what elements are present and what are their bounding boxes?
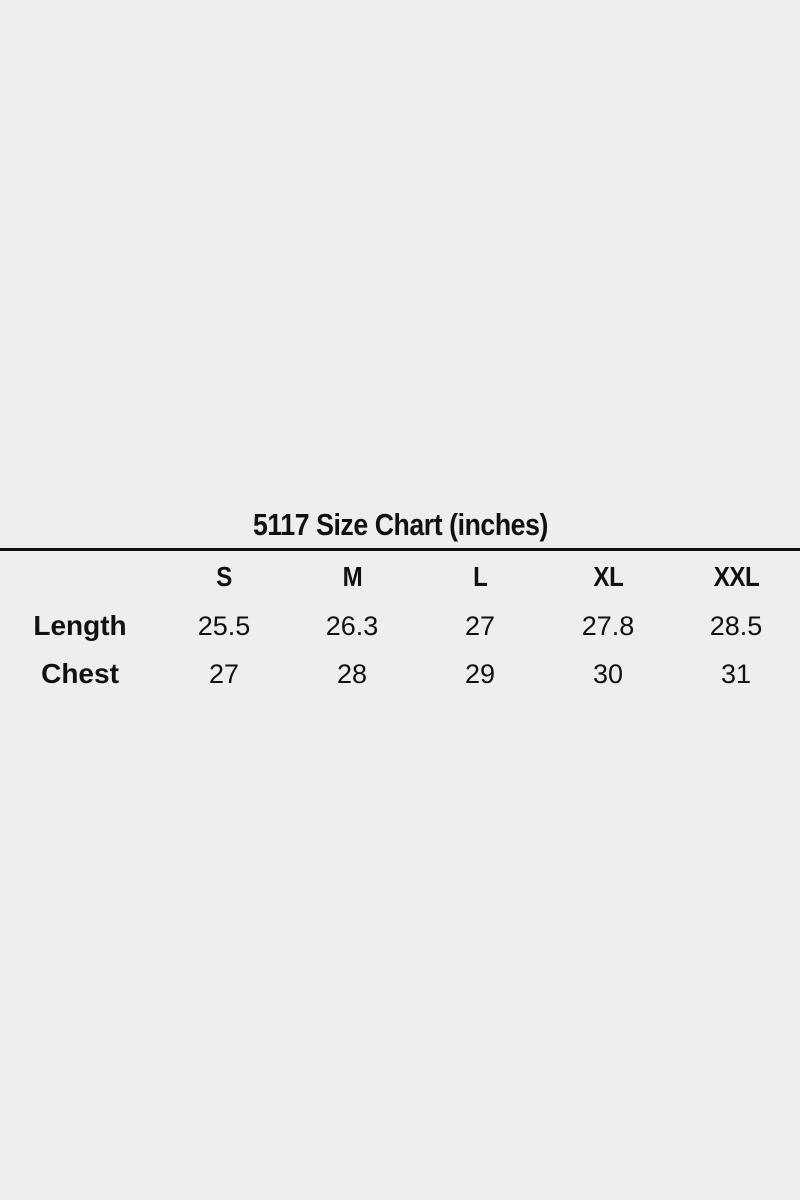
page-title: 5117 Size Chart (inches)	[0, 506, 800, 544]
table-row-length: Length 25.5 26.3 27 27.8 28.5	[0, 602, 800, 650]
cell-length-m: 26.3	[325, 610, 379, 641]
cell-chest-l: 29	[464, 658, 496, 689]
cell-length-s: 25.5	[197, 610, 251, 641]
cell-length-xxl: 28.5	[709, 610, 763, 641]
row-label-chest: Chest	[41, 658, 119, 689]
page-title-text: 5117 Size Chart (inches)	[252, 507, 548, 542]
column-header-s: S	[216, 560, 232, 592]
cell-chest-xxl: 31	[720, 658, 752, 689]
column-header-xxl: XXL	[713, 560, 759, 592]
table-row-chest: Chest 27 28 29 30 31	[0, 650, 800, 698]
cell-chest-xl: 30	[592, 658, 624, 689]
title-divider	[0, 548, 800, 551]
corner-cell	[0, 551, 160, 602]
cell-length-xl: 27.8	[581, 610, 635, 641]
cell-chest-s: 27	[208, 658, 240, 689]
table-header-row: S M L XL XXL	[0, 551, 800, 602]
row-label-length: Length	[33, 610, 127, 641]
size-table: S M L XL XXL Length 25.5 26.3 27 27.8 28…	[0, 551, 800, 698]
cell-length-l: 27	[464, 610, 496, 641]
column-header-m: M	[342, 560, 362, 592]
column-header-l: L	[472, 560, 488, 592]
cell-chest-m: 28	[336, 658, 368, 689]
column-header-xl: XL	[593, 560, 623, 592]
